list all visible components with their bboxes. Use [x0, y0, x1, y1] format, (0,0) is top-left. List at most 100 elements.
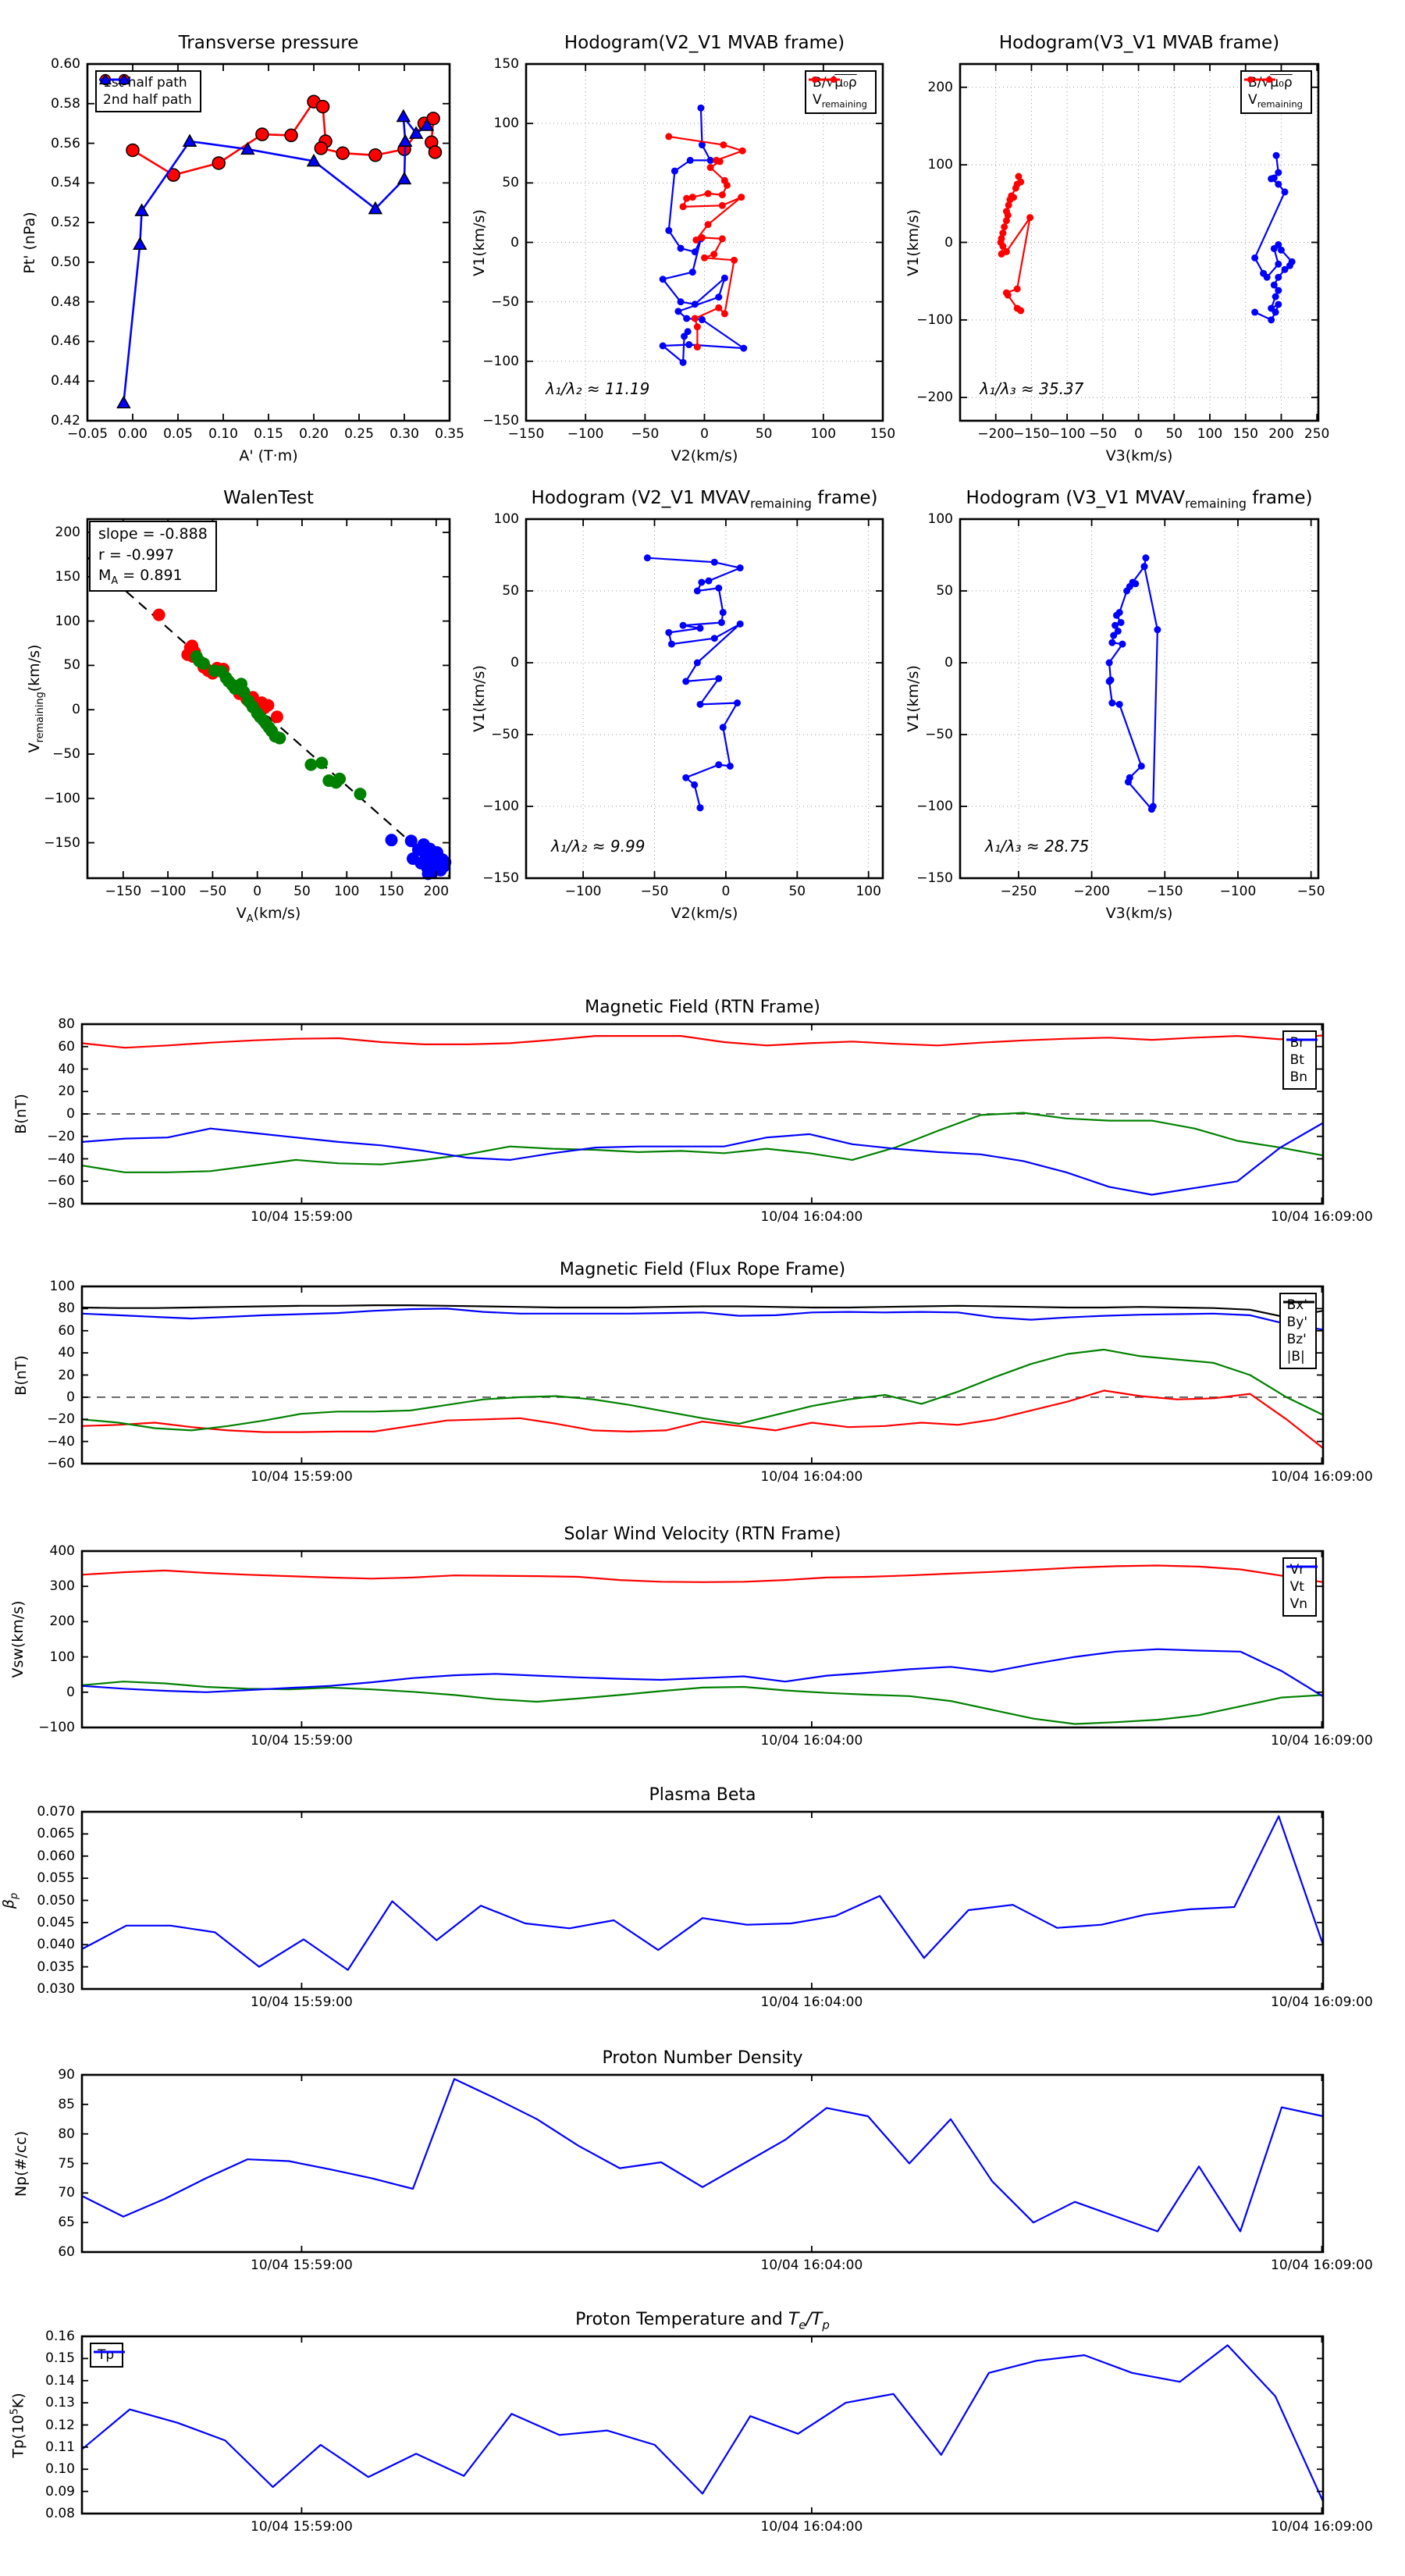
axes-frame	[80, 2335, 1325, 2515]
triangle-marker	[396, 109, 411, 123]
y-tick-label: 0.11	[45, 2439, 75, 2455]
y-axis-label: Pt' (nPa)	[21, 211, 38, 274]
x-tick-label: 50	[755, 426, 773, 442]
circle-marker	[1268, 175, 1275, 183]
y-axis-label: V1(km/s)	[905, 665, 922, 732]
y-tick-label: 80	[58, 1016, 75, 1032]
series-Bn	[81, 1122, 1324, 1196]
series-Vn	[81, 1648, 1324, 1698]
circle-marker	[688, 194, 696, 201]
x-tick-label: −100	[149, 884, 187, 899]
series-Vt	[81, 1681, 1324, 1725]
circle-marker	[665, 628, 673, 636]
circle-marker	[1015, 173, 1023, 180]
x-tick-label: 0	[721, 884, 731, 899]
x-axis-label: VA(km/s)	[236, 905, 301, 925]
circle-marker	[422, 867, 435, 881]
circle-marker	[1275, 286, 1282, 294]
circle-marker	[304, 758, 318, 771]
circle-marker	[1004, 212, 1012, 219]
circle-marker	[698, 141, 706, 149]
y-tick-label: 0	[66, 1389, 75, 1405]
legend-item: Vremaining	[809, 76, 867, 110]
circle-marker	[710, 635, 718, 642]
legend-item: Bn	[1286, 1038, 1318, 1086]
chart-title: Hodogram(V2_V1 MVAB frame)	[564, 33, 845, 53]
circle-marker	[693, 659, 701, 667]
circle-marker	[261, 699, 275, 712]
circle-marker	[1002, 247, 1010, 255]
y-axis-label: B(nT)	[12, 1094, 30, 1134]
x-axis-label: V3(km/s)	[1105, 447, 1173, 464]
x-tick-label: 0.35	[435, 426, 464, 442]
y-tick-label: 65	[58, 2215, 75, 2231]
x-tick-label: 150	[1232, 426, 1258, 442]
y-tick-label: 0.070	[37, 1804, 75, 1820]
y-tick-label: 40	[58, 1061, 75, 1077]
y-tick-label: −200	[916, 390, 953, 406]
y-axis-label: V1(km/s)	[905, 208, 922, 276]
circle-marker	[691, 301, 699, 308]
triangle-marker	[408, 126, 424, 139]
y-tick-label: 75	[58, 2155, 75, 2172]
y-tick-label: 0.09	[45, 2483, 75, 2500]
axes-frame	[525, 62, 884, 422]
legend-item: Bt	[1286, 1038, 1318, 1069]
y-tick-label: 80	[58, 2126, 75, 2142]
circle-marker	[999, 229, 1007, 237]
circle-marker	[1110, 632, 1118, 639]
fit-stats-line: r = -0.997	[98, 546, 175, 564]
y-axis-label: Vsw(km/s)	[9, 1600, 27, 1678]
circle-marker	[1272, 151, 1280, 159]
y-tick-label: 0.065	[37, 1826, 75, 1842]
circle-marker	[691, 315, 699, 322]
legend-item: 2nd half path	[98, 73, 192, 109]
circle-marker	[740, 344, 748, 352]
circle-marker	[683, 194, 691, 202]
circle-marker	[682, 774, 690, 781]
y-tick-label: 0.50	[51, 254, 80, 270]
legend-label: Vn	[1289, 1596, 1307, 1612]
circle-marker	[731, 256, 738, 264]
y-tick-label: −60	[47, 1173, 75, 1190]
circle-marker	[736, 564, 744, 572]
x-tick-label: −150	[1013, 426, 1050, 442]
circle-marker	[659, 342, 667, 350]
circle-marker	[1263, 273, 1271, 281]
y-tick-label: 100	[493, 511, 519, 527]
circle-marker	[667, 640, 675, 648]
triangle-marker	[306, 153, 322, 167]
x-tick-label: −50	[198, 884, 227, 899]
circle-marker	[315, 756, 329, 770]
circle-marker	[643, 554, 651, 562]
circle-marker	[1137, 762, 1145, 770]
circle-marker	[679, 621, 687, 629]
y-tick-label: 0.040	[37, 1937, 75, 1953]
circle-marker	[659, 276, 667, 283]
y-tick-label: −150	[482, 413, 519, 429]
x-tick-label: 10/04 15:59:00	[251, 1733, 353, 1749]
circle-marker	[197, 657, 210, 671]
magnetic-field-rtn-canvas	[80, 1023, 1325, 1205]
chart-title: Hodogram (V2_V1 MVAVremaining frame)	[531, 488, 878, 511]
circle-marker	[710, 251, 718, 258]
series-v2v1-path	[647, 557, 742, 809]
y-tick-label: −150	[916, 870, 953, 886]
hodogram-v3v1-mvav-canvas	[959, 518, 1320, 880]
axes-frame	[525, 518, 884, 880]
y-tick-label: 50	[936, 583, 953, 599]
circle-marker	[691, 781, 699, 788]
legend-label: 2nd half path	[103, 92, 192, 108]
x-tick-label: 0.05	[163, 426, 193, 442]
circle-marker	[715, 761, 723, 769]
series-B-magnitude	[81, 1304, 1324, 1318]
circle-marker	[336, 146, 350, 160]
y-tick-label: 100	[49, 1649, 75, 1665]
y-tick-label: −100	[482, 353, 519, 369]
series-Bt	[81, 1112, 1324, 1173]
circle-marker	[1132, 580, 1140, 588]
y-tick-label: 100	[927, 511, 953, 527]
legend-label: Bz'	[1286, 1332, 1307, 1347]
circle-marker	[685, 341, 693, 349]
series-2nd-half-path	[123, 116, 428, 404]
